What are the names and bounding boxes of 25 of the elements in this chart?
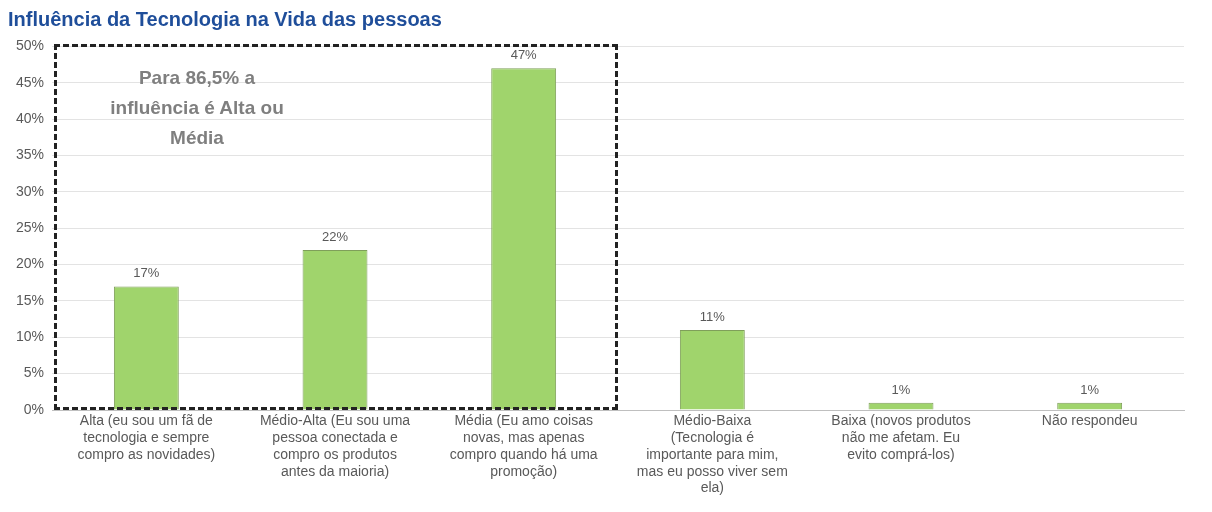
x-tick-label: Médio-Baixa (Tecnologia é importante para mim, mas eu posso viver sem ela) [636,412,788,496]
data-label: 1% [1080,381,1100,397]
x-tick-label: Alta (eu sou um fã de tecnologia e sempre compro as novidades) [77,412,216,462]
y-tick-label: 15% [15,291,45,308]
y-tick-label: 50% [15,37,45,54]
y-tick-label: 20% [15,255,45,272]
y-tick-label: 10% [15,328,45,345]
y-tick-label: 45% [15,73,45,90]
y-tick-label: 0% [23,400,45,417]
data-label: 47% [510,47,538,63]
x-tick-label: Médio-Alta (Eu sou uma pessoa conectada e compro os produtos antes da maioria) [259,412,411,479]
chart-title: Influência da Tecnologia na Vida das pessoas [8,8,443,30]
x-tick-label: Não respondeu [1041,412,1138,429]
y-tick-label: 40% [15,109,45,126]
data-label: 11% [699,309,726,325]
annotation: Para 86,5% a influência é Alta ou Média [109,66,285,151]
x-tick-label: Média (Eu amo coisas novas, mas apenas compro quando há uma promoção) [449,412,598,479]
y-tick-label: 5% [23,364,45,381]
y-tick-label: 35% [15,146,45,163]
y-tick-label: 30% [15,182,45,199]
data-label: 1% [891,381,911,397]
data-label: 17% [133,265,160,281]
y-tick-label: 25% [15,219,45,236]
x-tick-label: Baixa (novos produtos não me afetam. Eu evito comprá-los) [831,412,971,462]
data-label: 22% [322,229,349,245]
